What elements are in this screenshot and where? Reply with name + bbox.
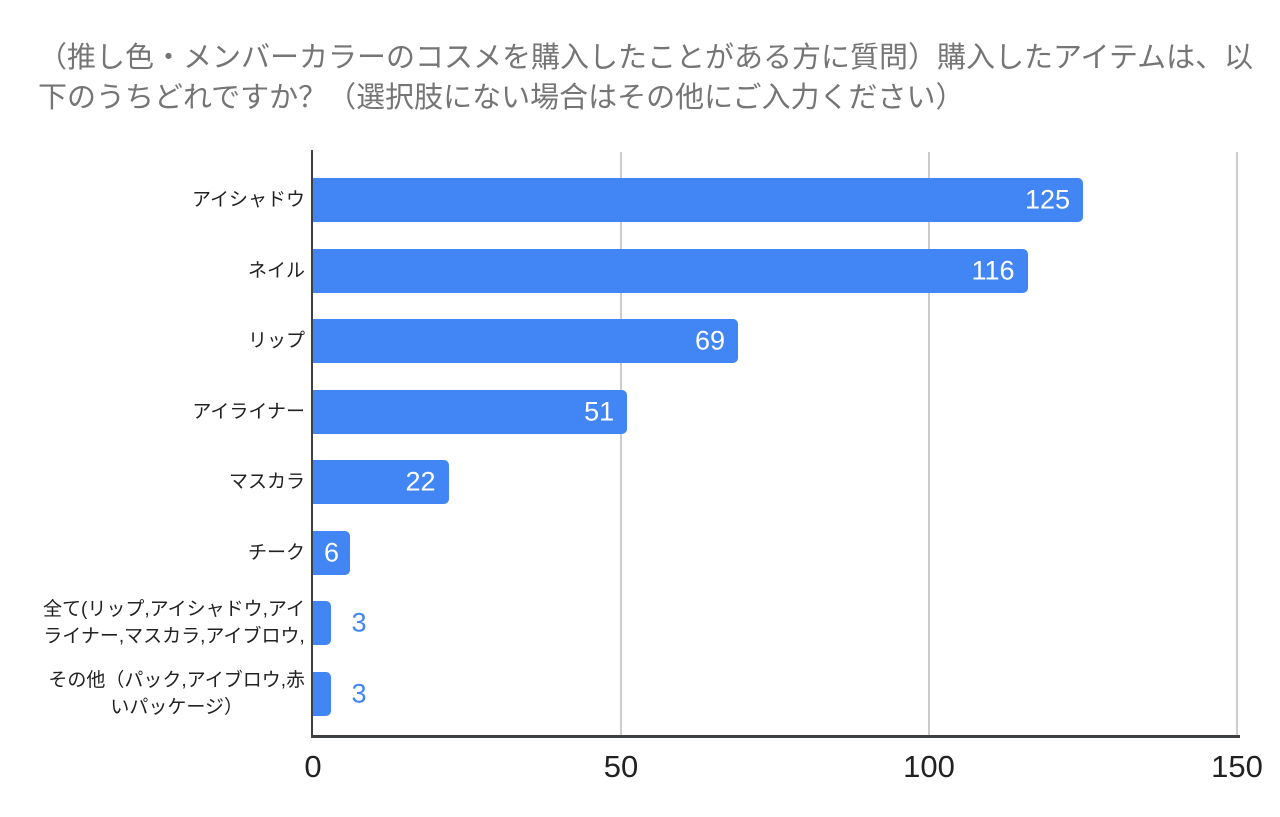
category-label: 全て(リップ,アイシャドウ,アイ ライナー,マスカラ,アイブロウ, [43, 599, 305, 647]
bar-value-label: 69 [694, 325, 726, 356]
bar[interactable] [313, 389, 628, 434]
bar[interactable] [313, 319, 739, 363]
y-axis-line [311, 150, 313, 737]
x-axis-line [311, 735, 1240, 738]
category-label: アイライナー [192, 401, 305, 422]
category-label: リップ [247, 330, 305, 352]
bar-value-label: 51 [584, 396, 615, 426]
bar[interactable] [313, 460, 449, 504]
bar[interactable] [313, 178, 1083, 222]
x-tick-label: 50 [603, 749, 639, 784]
x-gridline [928, 152, 930, 735]
x-tick-label: 100 [903, 749, 955, 784]
category-label: チーク [247, 542, 305, 563]
bar-value-label: 116 [971, 255, 1015, 285]
category-label: マスカラ [228, 471, 305, 493]
bar[interactable] [313, 671, 332, 716]
x-gridline [620, 152, 622, 735]
bar-value-label: 125 [1024, 184, 1070, 215]
category-label: その他（パック,アイブロウ,赤 いパッケージ） [48, 669, 305, 718]
bar-value-label: 3 [351, 678, 367, 708]
x-tick-label: 0 [304, 749, 322, 784]
bar[interactable] [313, 530, 350, 575]
bar-value-label: 3 [351, 607, 367, 638]
bar[interactable] [313, 248, 1028, 293]
x-tick-label: 150 [1211, 749, 1263, 784]
bar-value-label: 22 [405, 466, 436, 497]
bar-value-label: 6 [323, 537, 339, 567]
bar[interactable] [313, 601, 332, 645]
chart-title: （推し色・メンバーカラーのコスメを購入したことがある方に質問）購入したアイテムは… [38, 42, 1254, 114]
x-gridline [1236, 152, 1238, 735]
category-label: アイシャドウ [191, 189, 305, 211]
category-label: ネイル [247, 260, 305, 281]
